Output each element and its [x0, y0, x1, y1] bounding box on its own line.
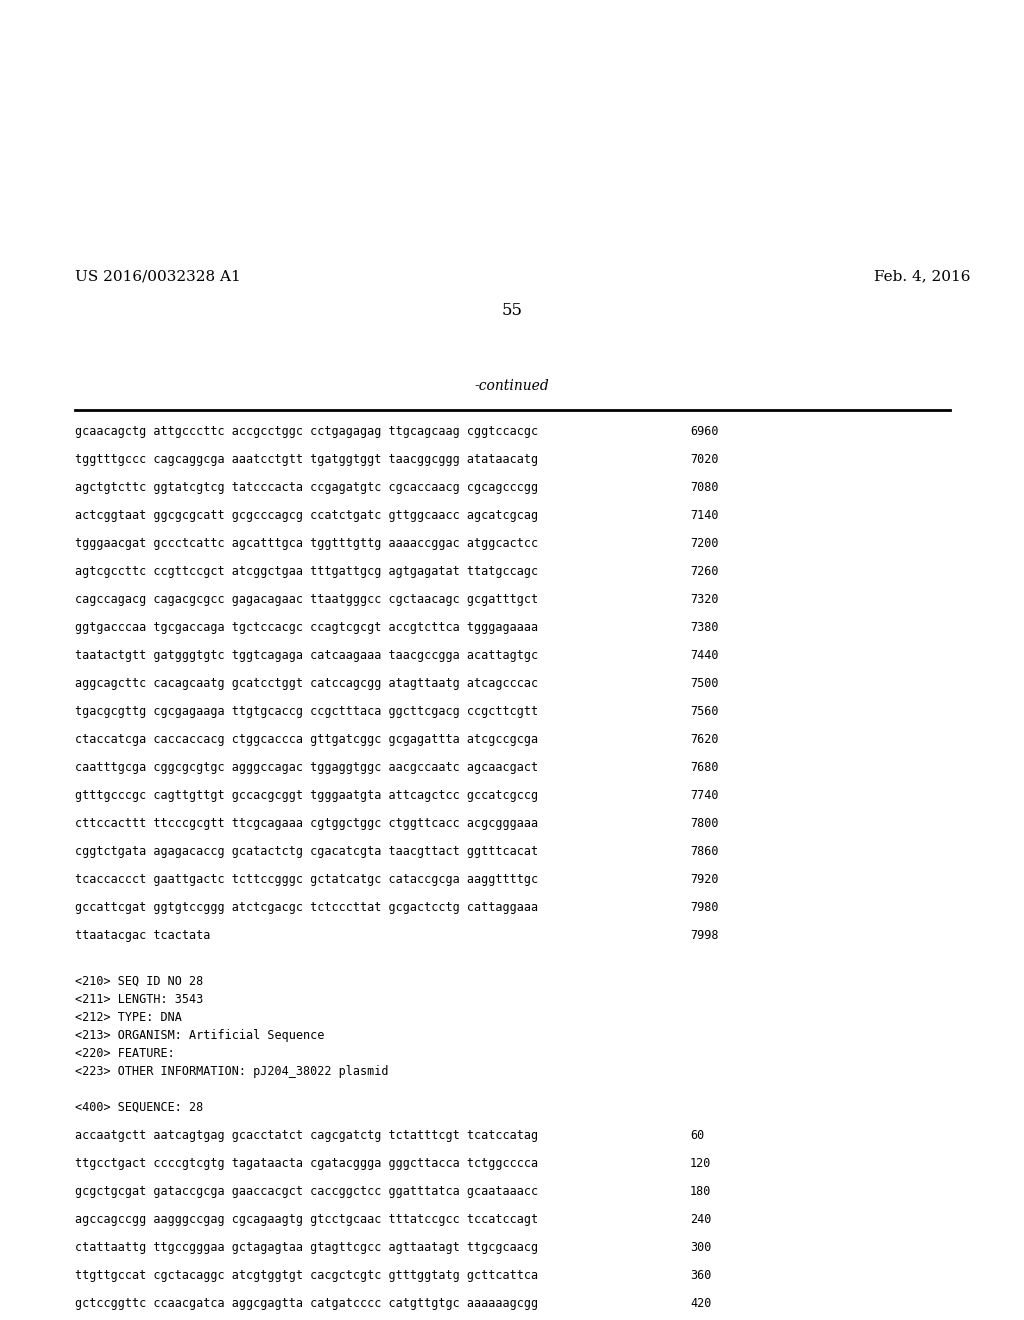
Text: <210> SEQ ID NO 28: <210> SEQ ID NO 28: [75, 975, 203, 987]
Text: gctccggttc ccaacgatca aggcgagtta catgatcccc catgttgtgc aaaaaagcgg: gctccggttc ccaacgatca aggcgagtta catgatc…: [75, 1298, 539, 1309]
Text: 7140: 7140: [690, 510, 719, 521]
Text: 7860: 7860: [690, 845, 719, 858]
Text: agtcgccttc ccgttccgct atcggctgaa tttgattgcg agtgagatat ttatgccagc: agtcgccttc ccgttccgct atcggctgaa tttgatt…: [75, 565, 539, 578]
Text: 7260: 7260: [690, 565, 719, 578]
Text: -continued: -continued: [475, 379, 549, 393]
Text: 7020: 7020: [690, 453, 719, 466]
Text: 300: 300: [690, 1241, 712, 1254]
Text: taatactgtt gatgggtgtc tggtcagaga catcaagaaa taacgccgga acattagtgc: taatactgtt gatgggtgtc tggtcagaga catcaag…: [75, 649, 539, 663]
Text: <220> FEATURE:: <220> FEATURE:: [75, 1047, 175, 1060]
Text: 120: 120: [690, 1158, 712, 1170]
Text: 240: 240: [690, 1213, 712, 1226]
Text: 7680: 7680: [690, 762, 719, 774]
Text: 6960: 6960: [690, 425, 719, 438]
Text: <400> SEQUENCE: 28: <400> SEQUENCE: 28: [75, 1101, 203, 1114]
Text: tgggaacgat gccctcattc agcatttgca tggtttgttg aaaaccggac atggcactcc: tgggaacgat gccctcattc agcatttgca tggtttg…: [75, 537, 539, 550]
Text: 7980: 7980: [690, 902, 719, 913]
Text: 7620: 7620: [690, 733, 719, 746]
Text: 7500: 7500: [690, 677, 719, 690]
Text: <223> OTHER INFORMATION: pJ204_38022 plasmid: <223> OTHER INFORMATION: pJ204_38022 pla…: [75, 1065, 388, 1078]
Text: cttccacttt ttcccgcgtt ttcgcagaaa cgtggctggc ctggttcacc acgcgggaaa: cttccacttt ttcccgcgtt ttcgcagaaa cgtggct…: [75, 817, 539, 830]
Text: tcaccaccct gaattgactc tcttccgggc gctatcatgc cataccgcga aaggttttgc: tcaccaccct gaattgactc tcttccgggc gctatca…: [75, 873, 539, 886]
Text: 7740: 7740: [690, 789, 719, 803]
Text: cagccagacg cagacgcgcc gagacagaac ttaatgggcc cgctaacagc gcgatttgct: cagccagacg cagacgcgcc gagacagaac ttaatgg…: [75, 593, 539, 606]
Text: 7920: 7920: [690, 873, 719, 886]
Text: tgacgcgttg cgcgagaaga ttgtgcaccg ccgctttaca ggcttcgacg ccgcttcgtt: tgacgcgttg cgcgagaaga ttgtgcaccg ccgcttt…: [75, 705, 539, 718]
Text: <213> ORGANISM: Artificial Sequence: <213> ORGANISM: Artificial Sequence: [75, 1030, 325, 1041]
Text: caatttgcga cggcgcgtgc agggccagac tggaggtggc aacgccaatc agcaacgact: caatttgcga cggcgcgtgc agggccagac tggaggt…: [75, 762, 539, 774]
Text: gccattcgat ggtgtccggg atctcgacgc tctcccttat gcgactcctg cattaggaaa: gccattcgat ggtgtccggg atctcgacgc tctccct…: [75, 902, 539, 913]
Text: gcgctgcgat gataccgcga gaaccacgct caccggctcc ggatttatca gcaataaacc: gcgctgcgat gataccgcga gaaccacgct caccggc…: [75, 1185, 539, 1199]
Text: 7800: 7800: [690, 817, 719, 830]
Text: ttgttgccat cgctacaggc atcgtggtgt cacgctcgtc gtttggtatg gcttcattca: ttgttgccat cgctacaggc atcgtggtgt cacgctc…: [75, 1269, 539, 1282]
Text: accaatgctt aatcagtgag gcacctatct cagcgatctg tctatttcgt tcatccatag: accaatgctt aatcagtgag gcacctatct cagcgat…: [75, 1129, 539, 1142]
Text: 60: 60: [690, 1129, 705, 1142]
Text: aggcagcttc cacagcaatg gcatcctggt catccagcgg atagttaatg atcagcccac: aggcagcttc cacagcaatg gcatcctggt catccag…: [75, 677, 539, 690]
Text: 7998: 7998: [690, 929, 719, 942]
Text: gcaacagctg attgcccttc accgcctggc cctgagagag ttgcagcaag cggtccacgc: gcaacagctg attgcccttc accgcctggc cctgaga…: [75, 425, 539, 438]
Text: 180: 180: [690, 1185, 712, 1199]
Text: US 2016/0032328 A1: US 2016/0032328 A1: [75, 269, 241, 282]
Text: actcggtaat ggcgcgcatt gcgcccagcg ccatctgatc gttggcaacc agcatcgcag: actcggtaat ggcgcgcatt gcgcccagcg ccatctg…: [75, 510, 539, 521]
Text: 55: 55: [502, 302, 522, 319]
Text: ctattaattg ttgccgggaa gctagagtaa gtagttcgcc agttaatagt ttgcgcaacg: ctattaattg ttgccgggaa gctagagtaa gtagttc…: [75, 1241, 539, 1254]
Text: ggtgacccaa tgcgaccaga tgctccacgc ccagtcgcgt accgtcttca tgggagaaaa: ggtgacccaa tgcgaccaga tgctccacgc ccagtcg…: [75, 620, 539, 634]
Text: 7560: 7560: [690, 705, 719, 718]
Text: 7080: 7080: [690, 480, 719, 494]
Text: Feb. 4, 2016: Feb. 4, 2016: [873, 269, 970, 282]
Text: 7320: 7320: [690, 593, 719, 606]
Text: 7200: 7200: [690, 537, 719, 550]
Text: <212> TYPE: DNA: <212> TYPE: DNA: [75, 1011, 182, 1024]
Text: 7380: 7380: [690, 620, 719, 634]
Text: <211> LENGTH: 3543: <211> LENGTH: 3543: [75, 993, 203, 1006]
Text: 420: 420: [690, 1298, 712, 1309]
Text: agccagccgg aagggccgag cgcagaagtg gtcctgcaac tttatccgcc tccatccagt: agccagccgg aagggccgag cgcagaagtg gtcctgc…: [75, 1213, 539, 1226]
Text: ttgcctgact ccccgtcgtg tagataacta cgatacggga gggcttacca tctggcccca: ttgcctgact ccccgtcgtg tagataacta cgatacg…: [75, 1158, 539, 1170]
Text: ctaccatcga caccaccacg ctggcaccca gttgatcggc gcgagattta atcgccgcga: ctaccatcga caccaccacg ctggcaccca gttgatc…: [75, 733, 539, 746]
Text: agctgtcttc ggtatcgtcg tatcccacta ccgagatgtc cgcaccaacg cgcagcccgg: agctgtcttc ggtatcgtcg tatcccacta ccgagat…: [75, 480, 539, 494]
Text: 7440: 7440: [690, 649, 719, 663]
Text: 360: 360: [690, 1269, 712, 1282]
Text: cggtctgata agagacaccg gcatactctg cgacatcgta taacgttact ggtttcacat: cggtctgata agagacaccg gcatactctg cgacatc…: [75, 845, 539, 858]
Text: ttaatacgac tcactata: ttaatacgac tcactata: [75, 929, 210, 942]
Text: gtttgcccgc cagttgttgt gccacgcggt tgggaatgta attcagctcc gccatcgccg: gtttgcccgc cagttgttgt gccacgcggt tgggaat…: [75, 789, 539, 803]
Text: tggtttgccc cagcaggcga aaatcctgtt tgatggtggt taacggcggg atataacatg: tggtttgccc cagcaggcga aaatcctgtt tgatggt…: [75, 453, 539, 466]
